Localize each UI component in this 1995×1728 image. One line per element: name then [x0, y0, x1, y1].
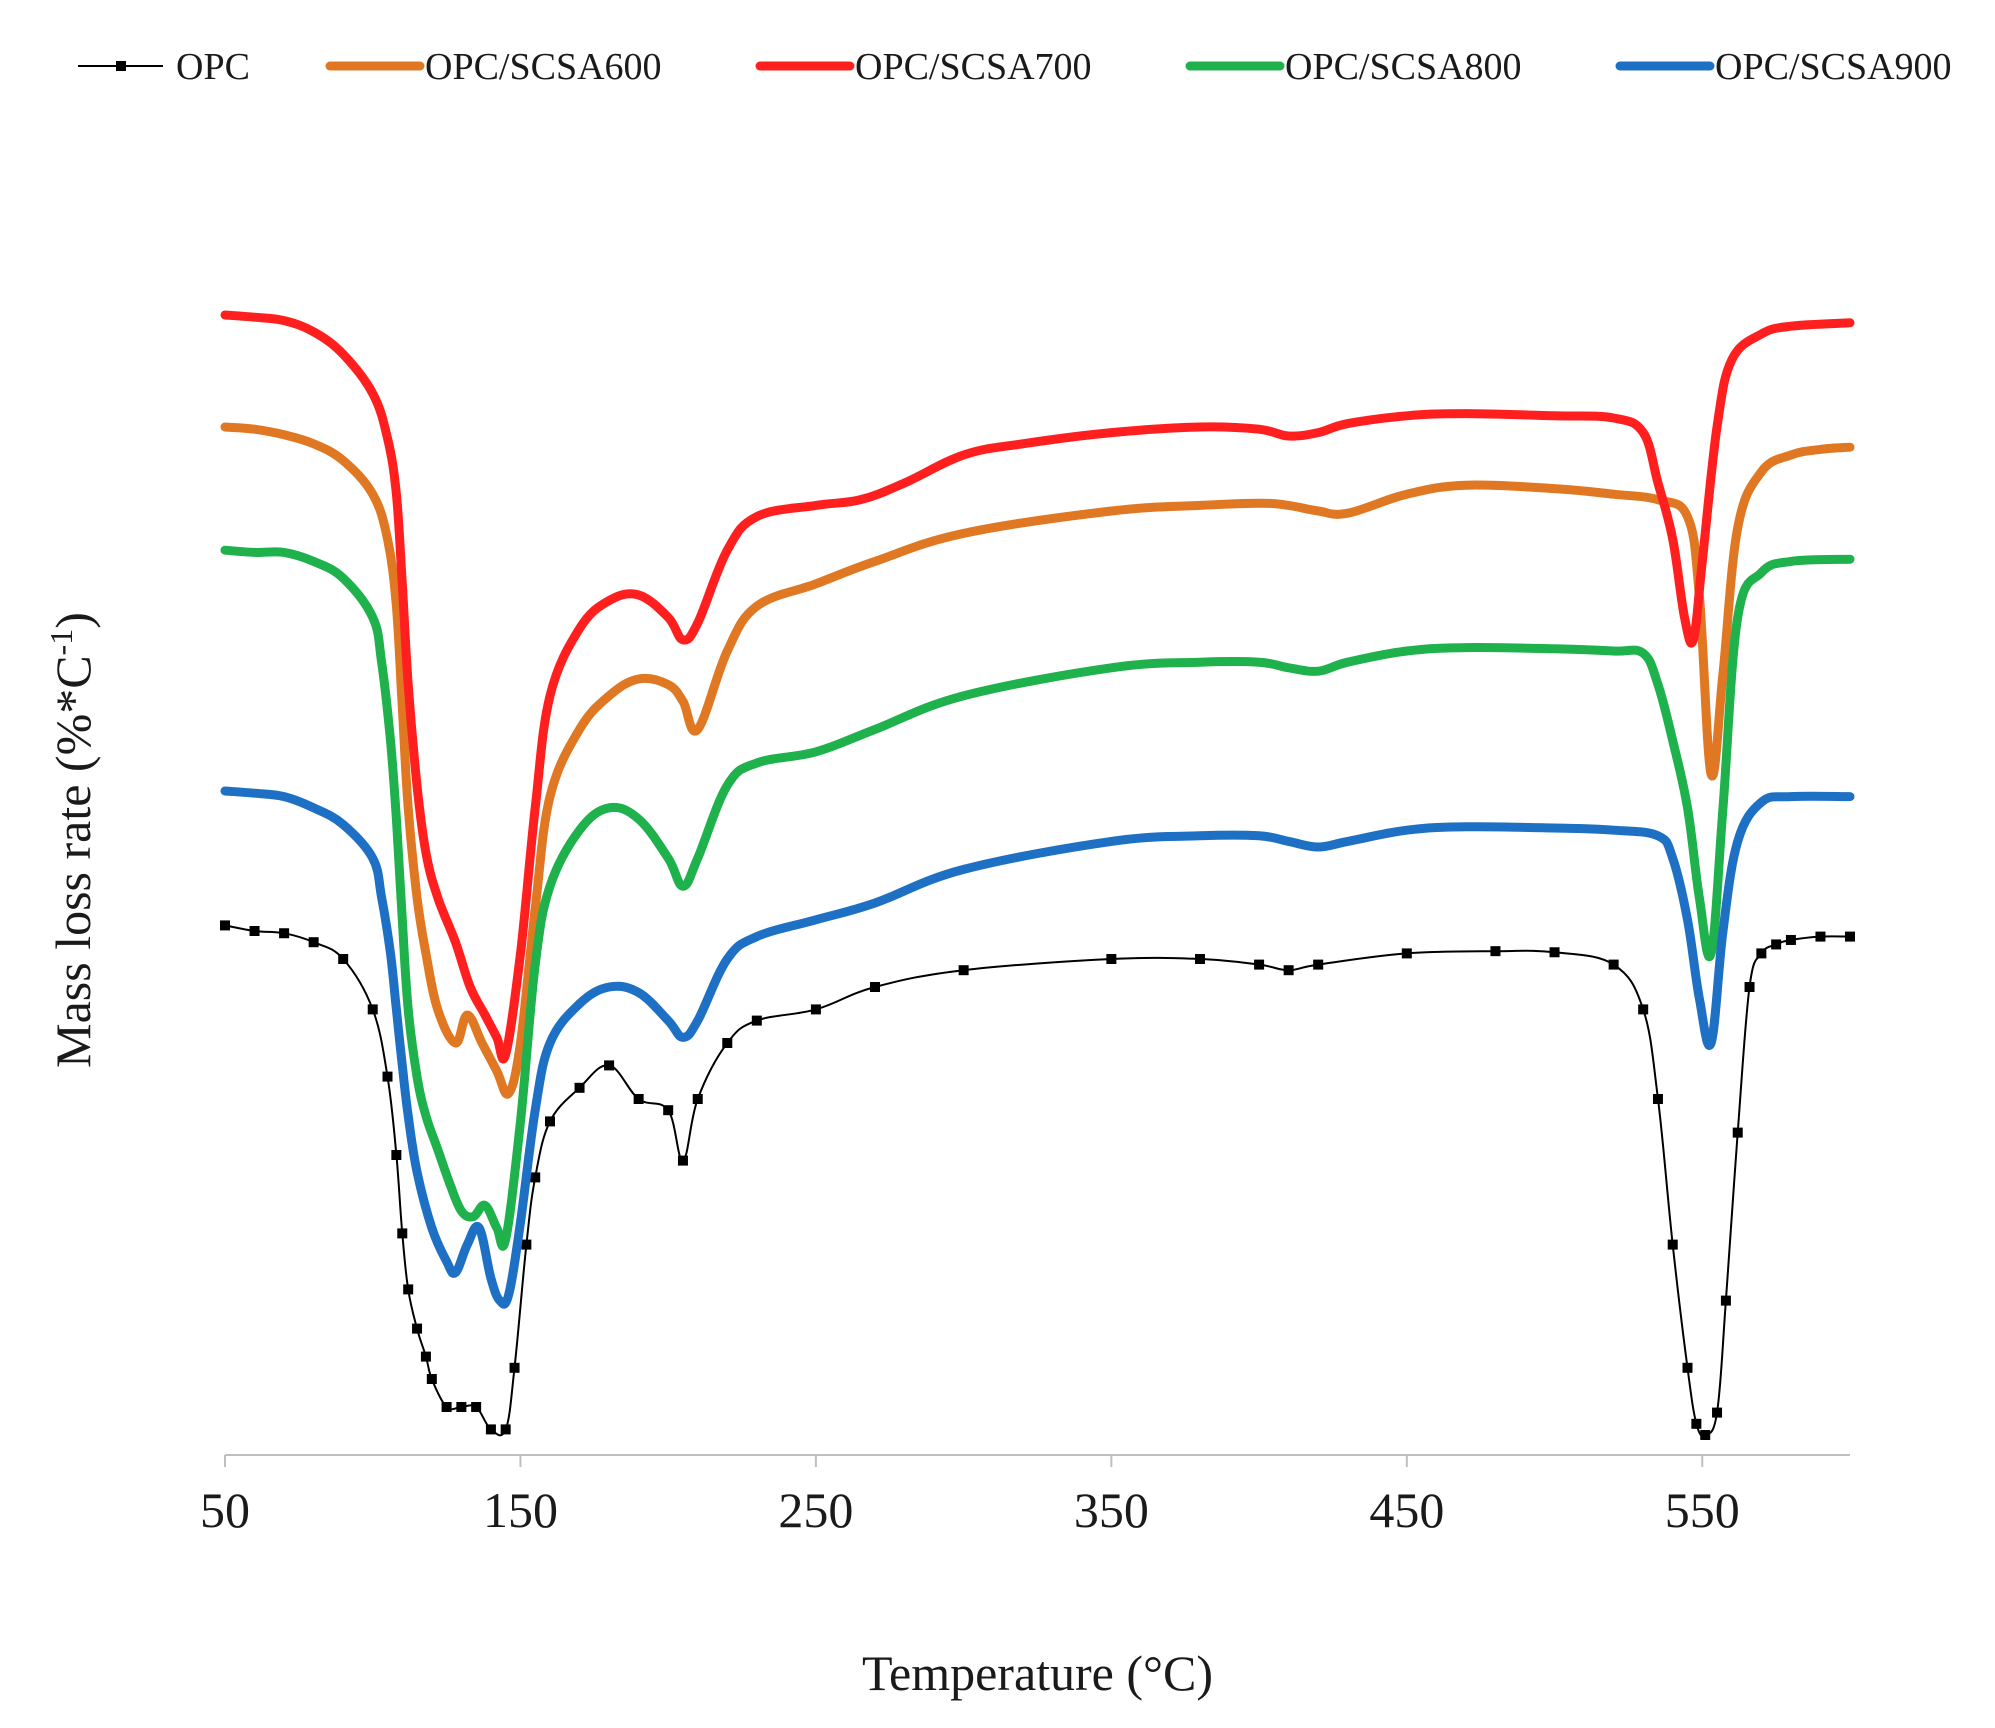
- data-point: [1608, 959, 1619, 970]
- legend-item-opc-scsa700: OPC/SCSA700: [755, 46, 1092, 88]
- legend-label: OPC: [176, 46, 250, 88]
- data-point: [722, 1038, 733, 1048]
- data-point: [751, 1015, 762, 1026]
- data-point: [633, 1094, 644, 1104]
- data-point: [692, 1094, 703, 1104]
- legend-item-opc-scsa800: OPC/SCSA800: [1185, 46, 1522, 88]
- data-point: [509, 1362, 520, 1373]
- data-point: [1549, 947, 1560, 958]
- y-axis-title: Mass loss rate (%*C-1): [43, 612, 101, 1068]
- data-point: [1106, 954, 1117, 964]
- data-point: [338, 954, 349, 964]
- x-axis-title: Temperature (°C): [862, 1645, 1213, 1701]
- data-point: [1720, 1295, 1731, 1306]
- data-point: [1283, 965, 1294, 976]
- data-point: [870, 982, 880, 992]
- data-point: [249, 926, 260, 936]
- y-axis-title-superscript: -1: [43, 629, 79, 656]
- x-axis: 50 150 250 350 450 550: [200, 1454, 1850, 1538]
- data-point: [1691, 1418, 1702, 1429]
- series-opc-scsa700: [220, 310, 1855, 1064]
- data-point: [412, 1323, 423, 1334]
- data-point: [420, 1351, 431, 1362]
- data-point: [1712, 1407, 1723, 1418]
- series-line-opc-scsa800: [220, 545, 1855, 1251]
- series-opc: [220, 920, 1855, 1440]
- legend-label: OPC/SCSA900: [1715, 46, 1952, 88]
- data-point: [1785, 934, 1796, 945]
- data-point: [1700, 1430, 1711, 1440]
- series-line-opc: [224, 924, 1851, 1437]
- x-tick-label: 350: [1074, 1482, 1149, 1538]
- y-axis-title-main: Mass loss rate (%*C: [45, 655, 101, 1067]
- data-point: [1682, 1362, 1693, 1373]
- data-point: [574, 1082, 585, 1093]
- data-point: [397, 1228, 408, 1239]
- legend-item-opc-scsa600: OPC/SCSA600: [325, 46, 662, 88]
- y-axis-title-suffix: ): [45, 612, 101, 629]
- legend-label: OPC/SCSA700: [855, 46, 1092, 88]
- data-point: [530, 1172, 541, 1183]
- series-line-opc-scsa700: [220, 310, 1855, 1064]
- data-point: [1313, 959, 1324, 970]
- data-point: [1667, 1239, 1678, 1250]
- data-point: [403, 1284, 414, 1295]
- data-point: [367, 1004, 378, 1015]
- data-point: [958, 965, 969, 976]
- series-opc-scsa800: [220, 545, 1855, 1251]
- data-point: [1401, 948, 1412, 959]
- x-tick-label: 550: [1665, 1482, 1740, 1538]
- series-opc-scsa600: [220, 422, 1855, 1099]
- data-point: [456, 1402, 467, 1412]
- x-tick-label: 250: [778, 1482, 853, 1538]
- data-point: [1490, 946, 1501, 957]
- data-point: [391, 1150, 402, 1160]
- data-point: [1744, 982, 1755, 992]
- legend: OPC OPC/SCSA600 OPC/SCSA700 OPC/SCSA800 OPC/…: [78, 46, 1952, 88]
- series-opc-scsa900: [220, 786, 1855, 1309]
- data-point: [279, 928, 290, 939]
- data-point: [441, 1402, 452, 1412]
- data-point: [677, 1155, 688, 1166]
- data-point: [663, 1105, 674, 1116]
- x-ticks: 50 150 250 350 450 550: [200, 1455, 1740, 1538]
- data-point: [604, 1060, 615, 1071]
- legend-marker: [116, 61, 126, 71]
- legend-label: OPC/SCSA600: [425, 46, 662, 88]
- x-tick-label: 150: [483, 1482, 558, 1538]
- data-point: [485, 1424, 496, 1435]
- data-point: [810, 1004, 821, 1015]
- x-tick-label: 450: [1369, 1482, 1444, 1538]
- data-point: [1638, 1004, 1649, 1015]
- series-line-opc-scsa600: [220, 422, 1855, 1099]
- data-point: [1652, 1094, 1663, 1104]
- legend-label: OPC/SCSA800: [1285, 46, 1522, 88]
- legend-item-opc-scsa900: OPC/SCSA900: [1615, 46, 1952, 88]
- x-tick-label: 50: [200, 1482, 250, 1538]
- data-point: [1845, 931, 1855, 942]
- data-point: [308, 937, 319, 948]
- data-point: [545, 1116, 555, 1127]
- data-point: [220, 920, 230, 931]
- data-point: [1771, 939, 1782, 950]
- data-point: [1254, 959, 1265, 970]
- data-point: [426, 1374, 437, 1384]
- data-point: [471, 1402, 482, 1412]
- data-point: [1732, 1127, 1743, 1138]
- data-point: [500, 1424, 511, 1435]
- data-point: [1815, 931, 1826, 942]
- data-point: [521, 1239, 532, 1250]
- data-point: [1195, 954, 1205, 964]
- data-point: [382, 1071, 393, 1082]
- legend-item-opc: OPC: [78, 46, 250, 88]
- series-layer: [220, 310, 1855, 1440]
- series-line-opc-scsa900: [220, 786, 1855, 1309]
- data-point: [1756, 948, 1767, 959]
